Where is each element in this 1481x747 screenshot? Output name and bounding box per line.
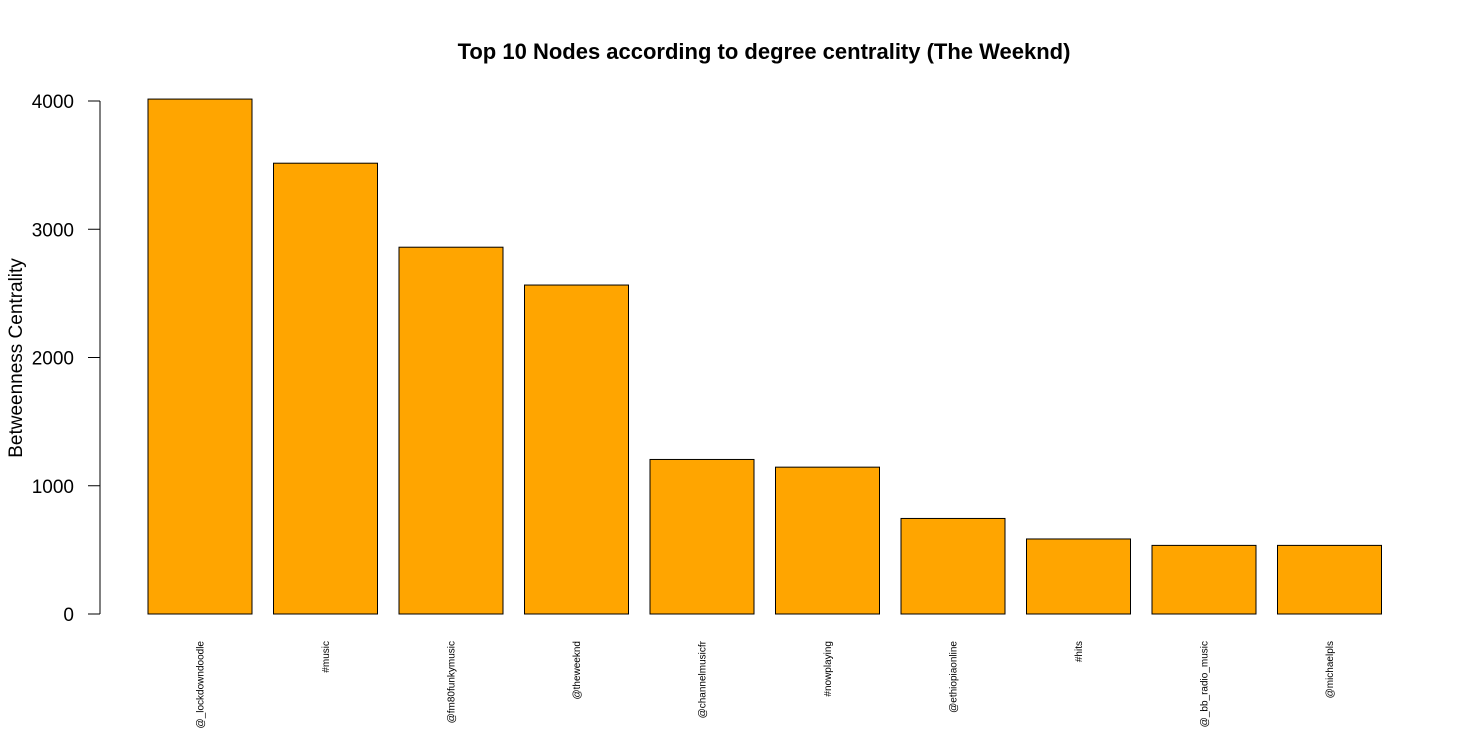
bar — [649, 458, 755, 615]
y-tick-label: 0 — [63, 605, 74, 626]
bar — [775, 466, 880, 615]
y-axis-label: Betweenness Centrality — [6, 258, 27, 458]
x-tick-label: #hits — [1074, 641, 1085, 662]
bar — [524, 284, 629, 615]
y-tick-label: 3000 — [32, 220, 74, 241]
bar — [273, 162, 378, 615]
x-tick-label: @fm80funkymusic — [447, 641, 458, 723]
x-tick-label: @_lockdowndoodle — [196, 641, 207, 729]
bars-group — [147, 98, 1382, 615]
y-tick-label: 4000 — [32, 92, 74, 113]
bar — [147, 98, 253, 615]
y-tick-label: 1000 — [32, 477, 74, 498]
x-tick-label: @channelmusicfr — [698, 640, 709, 718]
x-tick-labels: @_lockdowndoodle #music @fm80funkymusic @th… — [196, 640, 1337, 728]
y-axis: 0 1000 2000 3000 4000 — [32, 92, 101, 626]
bar — [1026, 538, 1131, 615]
x-tick-label: @theweeknd — [572, 641, 583, 700]
bar — [398, 246, 504, 615]
x-tick-label: @ethiopiaonline — [949, 641, 960, 713]
y-tick-label: 2000 — [32, 349, 74, 370]
x-tick-label: @michaelpls — [1325, 641, 1336, 698]
bar — [1151, 544, 1257, 615]
bar — [1277, 544, 1382, 615]
bar — [900, 517, 1006, 615]
x-tick-label: @_bb_radio_music — [1200, 641, 1211, 727]
x-tick-label: #music — [321, 641, 332, 673]
chart-title: Top 10 Nodes according to degree central… — [458, 39, 1071, 64]
x-tick-label: #nowplaying — [823, 641, 834, 697]
